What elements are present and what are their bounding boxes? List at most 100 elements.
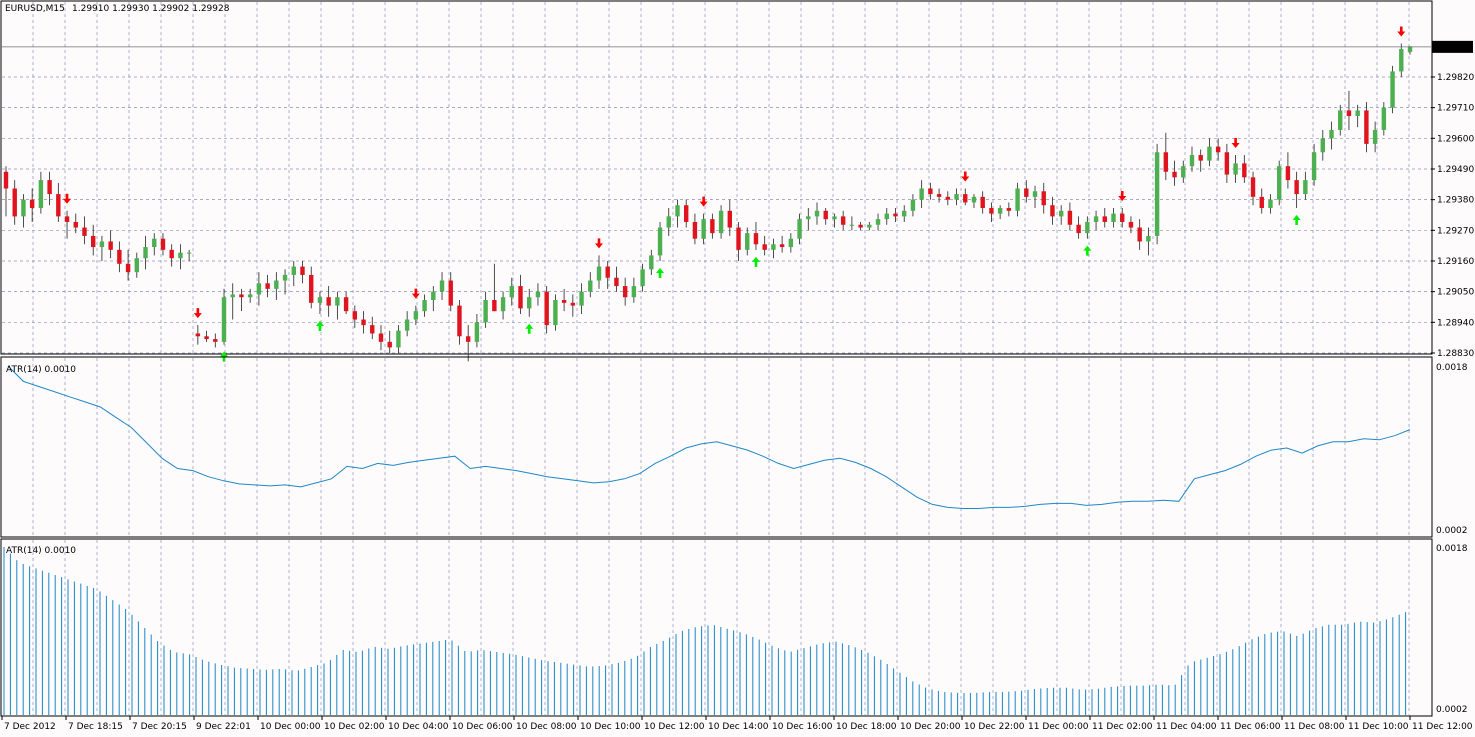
time-tick-label: 10 Dec 08:00 xyxy=(516,722,577,732)
candle-body xyxy=(431,291,436,301)
atr-histogram xyxy=(3,547,1407,715)
candle-body xyxy=(1137,227,1142,242)
candle-body xyxy=(291,266,296,275)
candle-body xyxy=(492,300,497,312)
candle-body xyxy=(588,280,593,292)
time-tick-label: 11 Dec 08:00 xyxy=(1284,722,1345,732)
buy-arrow-icon xyxy=(1083,245,1092,256)
sell-arrow-icon xyxy=(411,288,420,299)
candle-body xyxy=(1381,107,1387,130)
sell-arrow-icon xyxy=(594,238,603,249)
candle-body xyxy=(954,194,959,200)
candle-body xyxy=(1050,205,1055,217)
candle-body xyxy=(387,341,392,348)
candle-body xyxy=(675,205,680,217)
candle-body xyxy=(265,283,270,289)
candle-body xyxy=(527,297,532,309)
candle-body xyxy=(56,194,61,217)
candle-body xyxy=(370,325,375,334)
candle-body xyxy=(1346,110,1352,117)
candle-body xyxy=(483,300,488,323)
candle-body xyxy=(221,297,227,342)
candle-body xyxy=(230,294,235,298)
candle-body xyxy=(544,291,549,326)
time-tick-label: 10 Dec 02:00 xyxy=(324,722,385,732)
candle-body xyxy=(247,294,253,298)
candle-body xyxy=(640,269,645,287)
candle-body xyxy=(893,213,898,217)
atr-line-pane-frame xyxy=(0,356,1433,538)
candle-body xyxy=(465,336,471,342)
candle-body xyxy=(1399,49,1404,72)
candle-body xyxy=(195,333,201,337)
candle-body xyxy=(457,305,462,337)
atr-line-max-tick: 0.0018 xyxy=(1436,363,1468,373)
candle-body xyxy=(413,311,419,320)
candle-body xyxy=(963,194,968,203)
atr-line-label: ATR(14) 0.0010 xyxy=(6,365,76,375)
price-pane[interactable]: EURUSD,M15 1.29910 1.29930 1.29902 1.299… xyxy=(0,0,1474,362)
candle-body xyxy=(1102,216,1107,222)
candle-body xyxy=(945,196,951,200)
candle-body xyxy=(919,188,924,200)
price-pane-frame xyxy=(0,0,1433,355)
candle-body xyxy=(596,266,602,281)
candle-body xyxy=(570,302,576,306)
candle-body xyxy=(91,235,96,248)
sell-arrow-icon xyxy=(63,193,72,204)
time-tick-label: 11 Dec 10:00 xyxy=(1348,722,1409,732)
candle-body xyxy=(439,280,445,292)
time-tick-label: 11 Dec 12:00 xyxy=(1412,722,1473,732)
buy-arrow-icon xyxy=(525,323,534,334)
candle-body xyxy=(666,216,671,228)
candle-body xyxy=(1311,152,1317,181)
candle-body xyxy=(997,208,1003,214)
candle-body xyxy=(108,241,113,250)
time-tick-label: 7 Dec 2012 xyxy=(4,722,56,732)
candle-body xyxy=(814,210,820,217)
price-tick-label: 1.28940 xyxy=(1437,318,1474,328)
candle-body xyxy=(849,224,855,226)
candle-body xyxy=(614,277,619,287)
candle-body xyxy=(1207,146,1212,161)
candle-body xyxy=(361,319,366,326)
candle-body xyxy=(1067,210,1073,225)
atr-line-pane[interactable]: ATR(14) 0.0010 0.0018 0.0002 xyxy=(0,356,1468,538)
candle-body xyxy=(317,297,323,303)
candle-body xyxy=(701,219,706,239)
candle-body xyxy=(1233,163,1238,175)
candle-body xyxy=(1181,166,1186,178)
sell-arrow-icon xyxy=(1397,26,1406,37)
time-tick-label: 10 Dec 06:00 xyxy=(452,722,513,732)
candle-body xyxy=(326,297,331,306)
candle-body xyxy=(657,227,663,256)
candle-body xyxy=(1303,180,1308,195)
time-tick-label: 10 Dec 10:00 xyxy=(580,722,641,732)
candle-body xyxy=(579,291,584,306)
candle-body xyxy=(1355,110,1360,117)
candle-body xyxy=(213,339,218,342)
candle-body xyxy=(884,213,889,220)
candle-body xyxy=(980,196,985,209)
candle-body xyxy=(989,208,994,214)
candle-body xyxy=(762,244,767,250)
candle-body xyxy=(300,266,305,275)
atr-hist-pane[interactable]: ATR(14) 0.0010 0.0018 0.0002 xyxy=(0,538,1468,717)
price-axis: 1.29820 1.29710 1.29600 1.29490 1.29380 1.292… xyxy=(2,40,1474,359)
atr-hist-label: ATR(14) 0.0010 xyxy=(6,546,76,556)
candle-body xyxy=(1259,196,1264,209)
candle-body xyxy=(396,330,401,348)
candle-body xyxy=(788,238,794,248)
time-tick-label: 9 Dec 22:01 xyxy=(196,722,251,732)
candles xyxy=(3,43,1413,362)
price-tick-label: 1.29160 xyxy=(1437,257,1474,267)
candle-body xyxy=(178,252,183,259)
buy-arrow-icon xyxy=(656,267,665,278)
candle-body xyxy=(1372,129,1378,144)
price-tick-label: 1.29820 xyxy=(1437,73,1474,83)
candle-body xyxy=(1154,152,1160,236)
candle-body xyxy=(823,210,828,220)
candle-body xyxy=(1250,177,1256,197)
sell-arrow-icon xyxy=(961,171,970,182)
